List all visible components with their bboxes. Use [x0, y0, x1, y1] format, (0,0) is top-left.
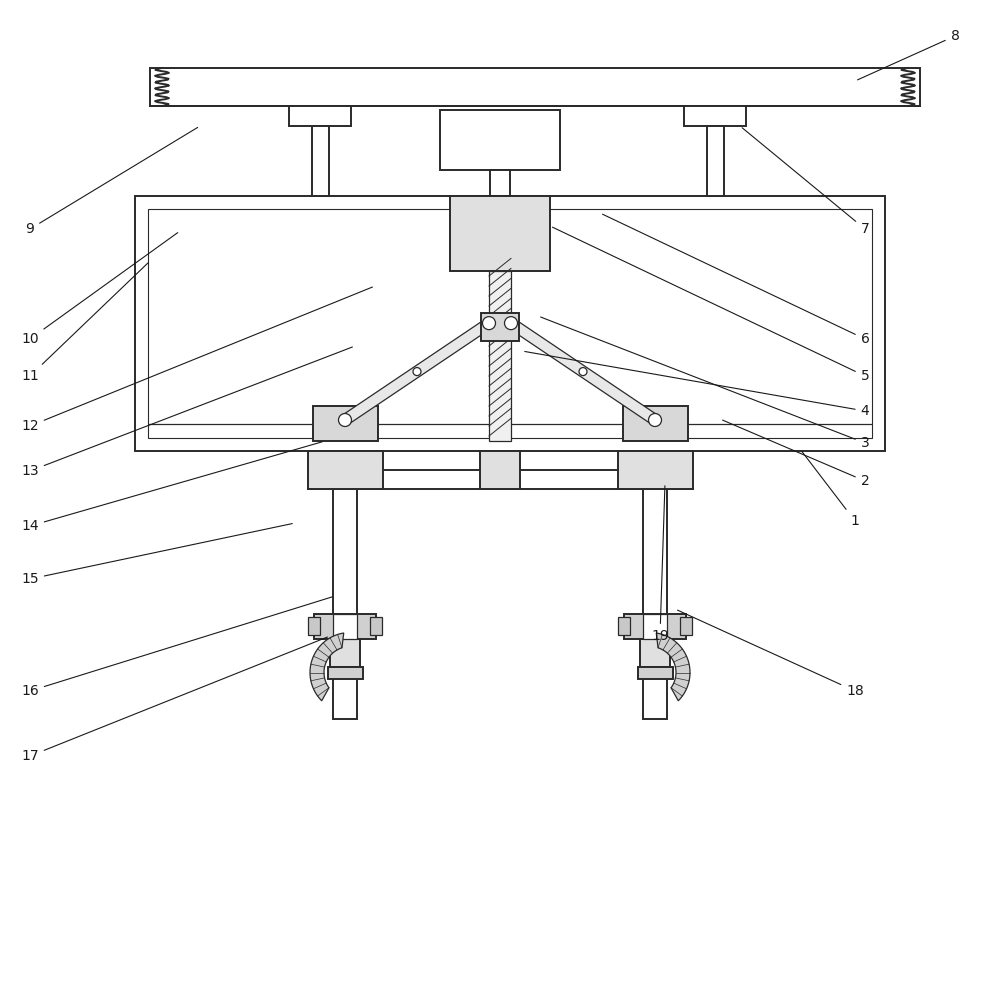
Bar — [638, 667, 672, 679]
Circle shape — [338, 413, 352, 426]
Bar — [440, 110, 560, 170]
Bar — [684, 106, 746, 126]
Text: 1: 1 — [802, 451, 859, 528]
Bar — [330, 638, 360, 667]
Text: 11: 11 — [21, 263, 148, 383]
Text: 16: 16 — [21, 597, 332, 698]
Text: 14: 14 — [21, 442, 322, 533]
Bar — [314, 613, 376, 638]
Bar — [312, 126, 328, 196]
Text: 3: 3 — [541, 317, 869, 450]
Text: 17: 17 — [21, 637, 327, 763]
Polygon shape — [310, 633, 344, 701]
Text: 8: 8 — [858, 29, 959, 80]
Polygon shape — [508, 318, 658, 424]
Text: 10: 10 — [21, 233, 178, 346]
Bar — [148, 209, 872, 438]
Bar — [489, 271, 511, 441]
Text: 15: 15 — [21, 523, 292, 586]
Circle shape — [648, 413, 662, 426]
Bar — [706, 126, 724, 196]
Bar — [640, 638, 670, 667]
Bar — [490, 170, 510, 196]
Bar — [680, 617, 692, 635]
Bar — [618, 617, 630, 635]
Bar — [643, 489, 667, 719]
Bar — [289, 106, 351, 126]
Bar — [312, 406, 378, 441]
Bar — [450, 196, 550, 271]
Bar — [643, 613, 667, 638]
Circle shape — [504, 317, 518, 330]
Bar — [135, 196, 885, 451]
Text: 2: 2 — [723, 420, 869, 488]
Polygon shape — [342, 318, 492, 424]
Bar — [308, 617, 320, 635]
Polygon shape — [656, 633, 690, 701]
Bar — [622, 406, 688, 441]
Text: 6: 6 — [603, 214, 869, 346]
Bar — [308, 451, 382, 489]
Bar — [481, 313, 519, 341]
Bar — [150, 68, 920, 106]
Text: 19: 19 — [651, 486, 669, 643]
Text: 7: 7 — [742, 128, 869, 236]
Text: 5: 5 — [553, 227, 869, 383]
Bar — [333, 489, 357, 719]
Bar — [328, 667, 363, 679]
Bar — [480, 451, 520, 489]
Circle shape — [579, 368, 587, 376]
Bar — [333, 613, 357, 638]
Circle shape — [413, 368, 421, 376]
Text: 9: 9 — [26, 128, 198, 236]
Text: 12: 12 — [21, 287, 372, 433]
Text: 13: 13 — [21, 347, 352, 478]
Bar — [618, 451, 692, 489]
Bar — [370, 617, 382, 635]
Circle shape — [482, 317, 495, 330]
Text: 18: 18 — [678, 610, 864, 698]
Bar — [624, 613, 686, 638]
Text: 4: 4 — [525, 352, 869, 418]
